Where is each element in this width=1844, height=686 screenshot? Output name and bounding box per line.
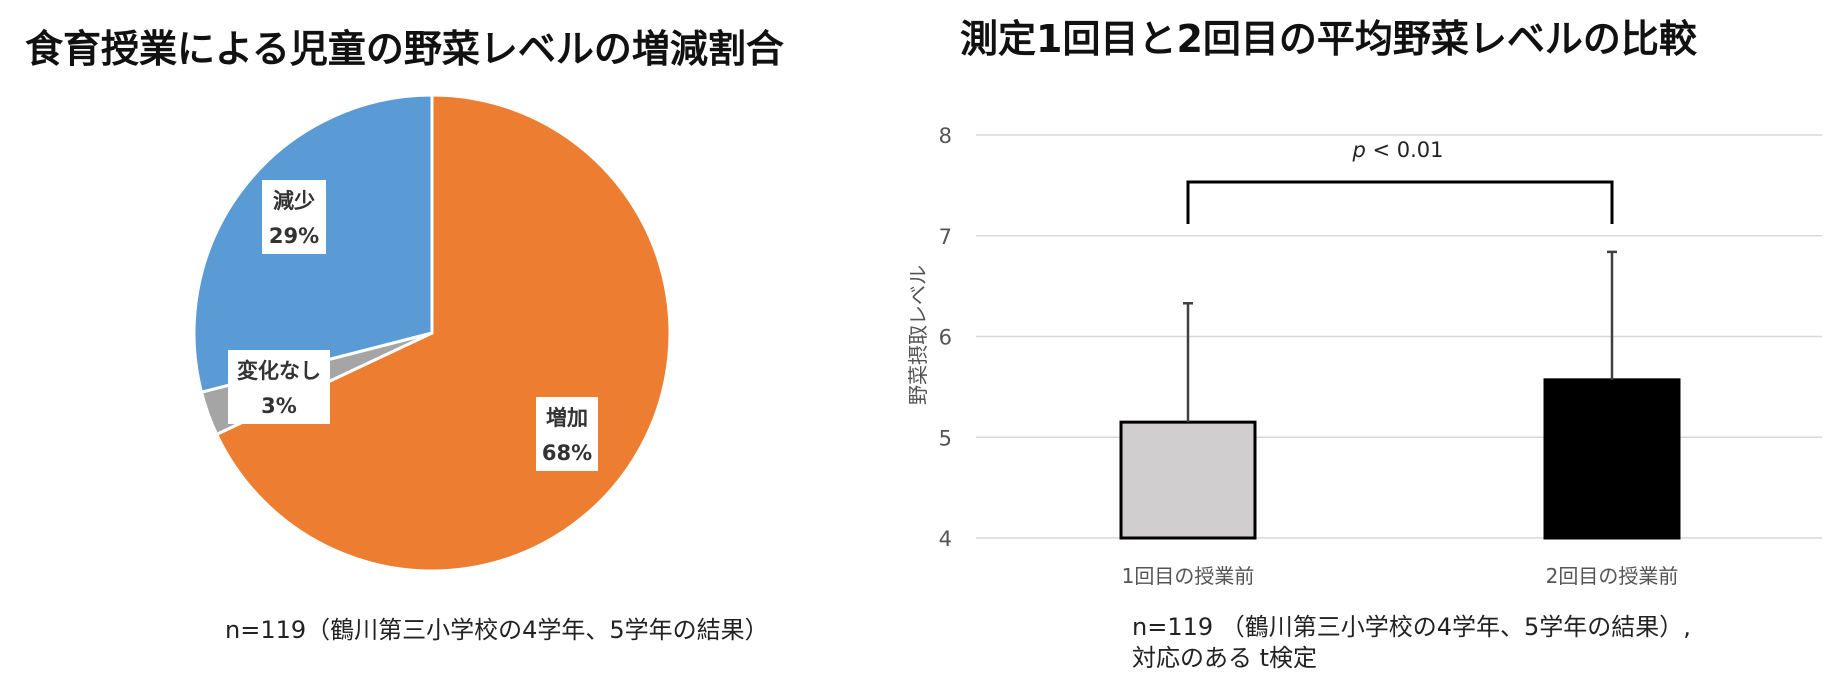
category-label-2: 2回目の授業前 <box>1546 564 1679 588</box>
y-tick-4: 4 <box>939 527 952 551</box>
pie-chart: 食育授業による児童の野菜レベルの増減割合 増加 68% 変化なし 3% 減少 29% n=… <box>25 27 784 644</box>
bar-2 <box>1543 378 1681 540</box>
pie-slice-percent: 29% <box>269 224 319 248</box>
pie-slice-name: 変化なし <box>237 359 321 383</box>
pie-slice-name: 減少 <box>273 189 315 213</box>
bar-y-tick-labels: 4 5 6 7 8 <box>939 124 952 551</box>
bar-title: 測定1回目と2回目の平均野菜レベルの比較 <box>960 17 1698 61</box>
pie-slice-percent: 68% <box>542 441 592 465</box>
pie-data-label-2: 変化なし 3% <box>228 350 330 424</box>
pie-labels: 増加 68% 変化なし 3% 減少 29% <box>228 180 598 471</box>
pie-slice-percent: 3% <box>261 394 297 418</box>
bar-y-axis-label: 野菜摂取レベル <box>906 265 930 405</box>
pie-label-box <box>228 350 330 424</box>
y-tick-5: 5 <box>939 426 952 450</box>
y-tick-6: 6 <box>939 326 952 350</box>
pie-label-box <box>536 397 598 471</box>
pie-slices <box>192 93 672 573</box>
pie-note: n=119（鶴川第三小学校の4学年、5学年の結果） <box>225 616 769 644</box>
significance-label: p < 0.01 <box>1351 138 1443 162</box>
bar-bars <box>1119 378 1681 540</box>
p-threshold: < 0.01 <box>1366 138 1444 162</box>
significance-bracket <box>1186 180 1614 224</box>
p-symbol: p <box>1351 138 1365 162</box>
y-tick-8: 8 <box>939 124 952 148</box>
pie-data-label-3: 減少 29% <box>262 180 326 254</box>
pie-title: 食育授業による児童の野菜レベルの増減割合 <box>25 27 784 71</box>
bar-error-bars <box>1183 250 1617 423</box>
bar-category-labels: 1回目の授業前 2回目の授業前 <box>1122 564 1679 588</box>
bar-1 <box>1119 420 1257 540</box>
bar-chart: 測定1回目と2回目の平均野菜レベルの比較 4 5 6 7 8 1回目の授業前 2回目の授業… <box>906 17 1822 672</box>
bar-gridlines <box>976 134 1822 539</box>
bar-note-line-1: n=119 （鶴川第三小学校の4学年、5学年の結果）, <box>1132 613 1691 641</box>
pie-slice-name: 増加 <box>546 406 588 430</box>
y-tick-7: 7 <box>939 225 952 249</box>
bar-note-line-2: 対応のある t検定 <box>1132 644 1317 672</box>
category-label-1: 1回目の授業前 <box>1122 564 1255 588</box>
pie-data-label-1: 増加 68% <box>536 397 598 471</box>
pie-label-box <box>262 180 326 254</box>
